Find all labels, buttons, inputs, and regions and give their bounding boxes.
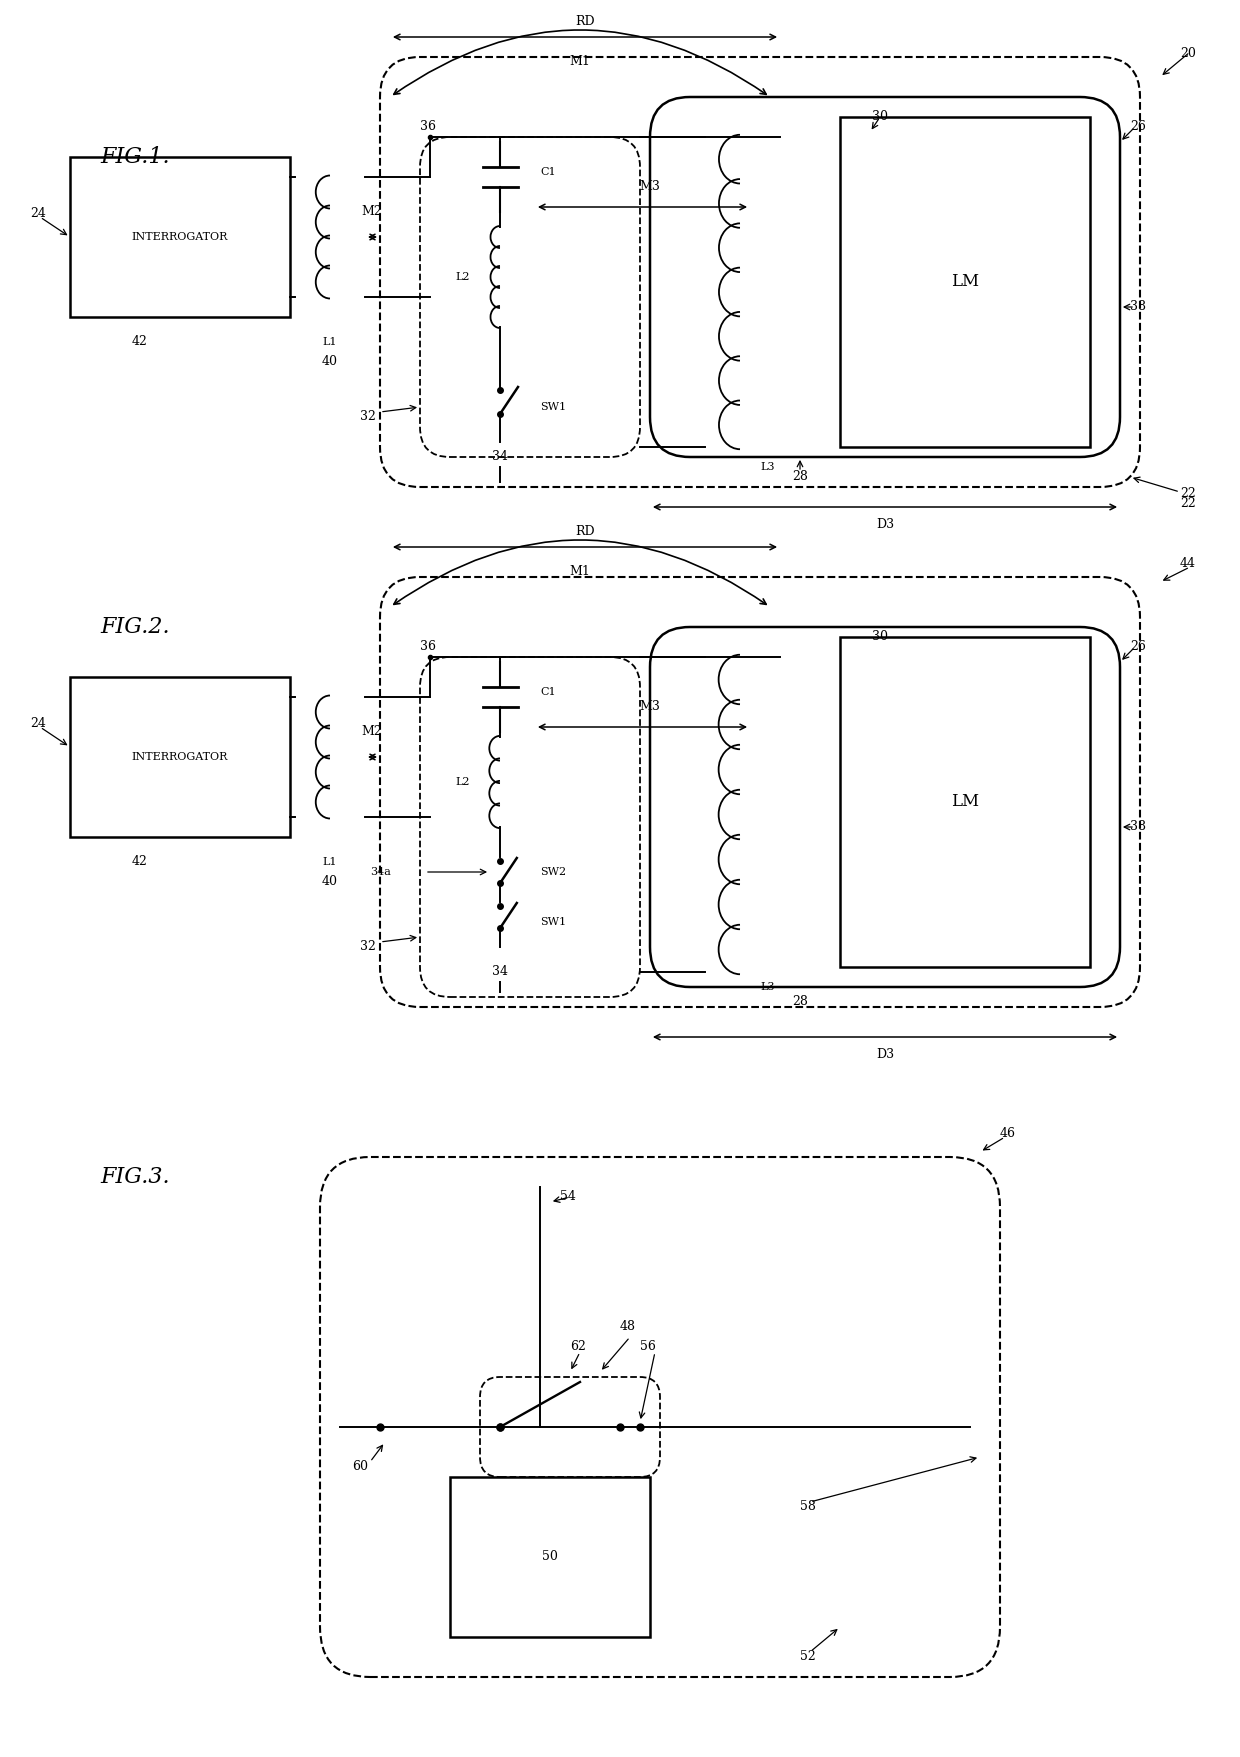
Text: L1: L1 [322, 337, 337, 346]
Text: 36: 36 [420, 121, 436, 134]
FancyArrowPatch shape [394, 539, 766, 604]
Text: 46: 46 [999, 1126, 1016, 1140]
Text: 60: 60 [352, 1460, 368, 1474]
Bar [839, 638, 1090, 966]
Text: 52: 52 [800, 1650, 816, 1664]
Text: 24: 24 [30, 717, 46, 729]
Text: SW1: SW1 [539, 917, 567, 928]
Text: 28: 28 [792, 996, 808, 1009]
Text: 34: 34 [492, 450, 508, 464]
Text: 20: 20 [1180, 47, 1195, 60]
Text: 38: 38 [1130, 300, 1146, 313]
Text: L3: L3 [760, 982, 775, 993]
Text: 26: 26 [1130, 121, 1146, 134]
Text: 62: 62 [570, 1341, 585, 1353]
Text: FIG.3.: FIG.3. [100, 1167, 170, 1188]
Text: M2: M2 [362, 726, 382, 738]
Bar [450, 1478, 650, 1638]
Text: SW1: SW1 [539, 402, 567, 411]
Bar [69, 676, 290, 836]
Text: 30: 30 [872, 111, 888, 123]
Text: SW2: SW2 [539, 866, 567, 877]
Text: L2: L2 [455, 272, 470, 283]
Text: INTERROGATOR: INTERROGATOR [131, 232, 228, 242]
Text: M3: M3 [640, 181, 661, 193]
Text: RD: RD [575, 16, 595, 28]
Text: 22: 22 [1180, 497, 1195, 510]
Text: 58: 58 [800, 1500, 816, 1513]
Text: 36: 36 [420, 641, 436, 654]
Text: C1: C1 [539, 167, 556, 177]
Text: 26: 26 [1130, 641, 1146, 654]
Text: 34: 34 [492, 966, 508, 979]
Text: L2: L2 [455, 777, 470, 787]
Text: FIG.1.: FIG.1. [100, 146, 170, 169]
Text: 28: 28 [792, 471, 808, 483]
Text: RD: RD [575, 525, 595, 538]
Text: 30: 30 [872, 631, 888, 643]
Text: 32: 32 [360, 940, 376, 954]
Text: 38: 38 [1130, 821, 1146, 833]
Text: INTERROGATOR: INTERROGATOR [131, 752, 228, 763]
Text: 42: 42 [133, 336, 148, 348]
Text: LM: LM [951, 794, 980, 810]
Text: 40: 40 [322, 875, 339, 889]
Text: 48: 48 [620, 1321, 636, 1334]
Bar [839, 118, 1090, 446]
Text: 50: 50 [542, 1550, 558, 1564]
Text: M1: M1 [569, 566, 590, 578]
Text: M3: M3 [640, 701, 661, 713]
Text: 56: 56 [640, 1341, 656, 1353]
Text: 22: 22 [1180, 487, 1195, 501]
Text: 44: 44 [1180, 557, 1197, 569]
Text: 40: 40 [322, 355, 339, 369]
Text: D3: D3 [875, 518, 894, 532]
Text: M1: M1 [569, 56, 590, 69]
Text: 24: 24 [30, 207, 46, 220]
Text: 32: 32 [360, 411, 376, 423]
Text: FIG.2.: FIG.2. [100, 617, 170, 638]
Text: 34a: 34a [370, 866, 391, 877]
Text: L1: L1 [322, 857, 337, 866]
Bar [69, 156, 290, 316]
Text: C1: C1 [539, 687, 556, 698]
Text: LM: LM [951, 274, 980, 290]
Text: D3: D3 [875, 1049, 894, 1061]
Text: 42: 42 [133, 856, 148, 868]
FancyArrowPatch shape [394, 30, 766, 95]
Text: M2: M2 [362, 206, 382, 218]
Text: 54: 54 [560, 1191, 575, 1204]
Text: L3: L3 [760, 462, 775, 473]
